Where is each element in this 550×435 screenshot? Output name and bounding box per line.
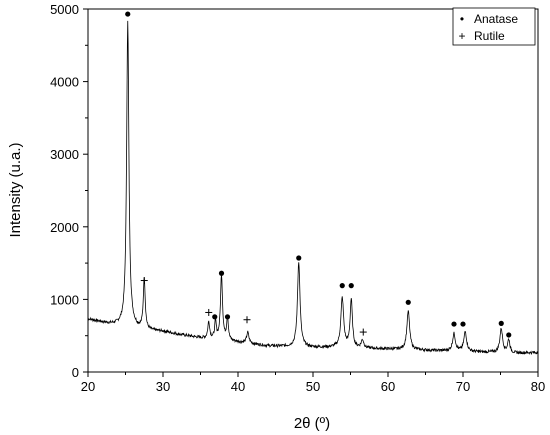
- axis-ticks: [83, 8, 539, 377]
- legend-box: [452, 7, 536, 46]
- anatase-marker: [506, 332, 512, 338]
- y-tick-label: 0: [72, 365, 79, 380]
- anatase-marker: [451, 321, 457, 327]
- anatase-marker: [218, 270, 225, 276]
- y-tick-label: 5000: [50, 2, 79, 17]
- anatase-marker: [224, 314, 231, 320]
- plot-area-border: [87, 8, 539, 373]
- anatase-marker: [405, 299, 411, 305]
- anatase-marker: [125, 11, 131, 17]
- x-tick-label: 60: [381, 379, 395, 394]
- y-tick-label: 4000: [50, 75, 79, 90]
- legend-label-rutile: Rutile: [474, 29, 505, 43]
- x-axis-title: 2θ (º): [294, 415, 330, 432]
- rutile-marker: [243, 316, 251, 324]
- legend-symbol-anatase: •: [460, 12, 464, 26]
- y-axis-title: Intensity (u.a.): [7, 142, 24, 237]
- legend-symbol-rutile: +: [458, 29, 465, 43]
- y-tick-label: 1000: [50, 292, 79, 307]
- rutile-marker: [140, 277, 148, 285]
- rutile-marker: [205, 308, 213, 316]
- anatase-marker: [339, 283, 345, 289]
- anatase-marker: [348, 283, 354, 289]
- anatase-marker: [212, 314, 218, 320]
- x-tick-label: 20: [81, 379, 95, 394]
- anatase-marker: [460, 321, 466, 327]
- x-tick-label: 50: [306, 379, 320, 394]
- y-tick-label: 2000: [50, 220, 79, 235]
- legend: • Anatase + Rutile: [452, 7, 536, 46]
- x-tick-label: 30: [156, 379, 170, 394]
- xrd-pattern-line: [87, 20, 539, 356]
- anatase-marker: [498, 320, 504, 326]
- plot-frame: [87, 8, 539, 373]
- x-tick-label: 40: [231, 379, 245, 394]
- anatase-marker: [296, 255, 302, 261]
- x-tick-label: 80: [531, 379, 545, 394]
- rutile-marker: [359, 328, 367, 336]
- x-tick-label: 70: [456, 379, 470, 394]
- phase-markers: [125, 11, 512, 338]
- legend-label-anatase: Anatase: [474, 12, 518, 26]
- axis-tick-labels: 20 30 40 50 60 70 80 0 1000 2000 3000 4000 5000: [50, 2, 545, 394]
- y-tick-label: 3000: [50, 147, 79, 162]
